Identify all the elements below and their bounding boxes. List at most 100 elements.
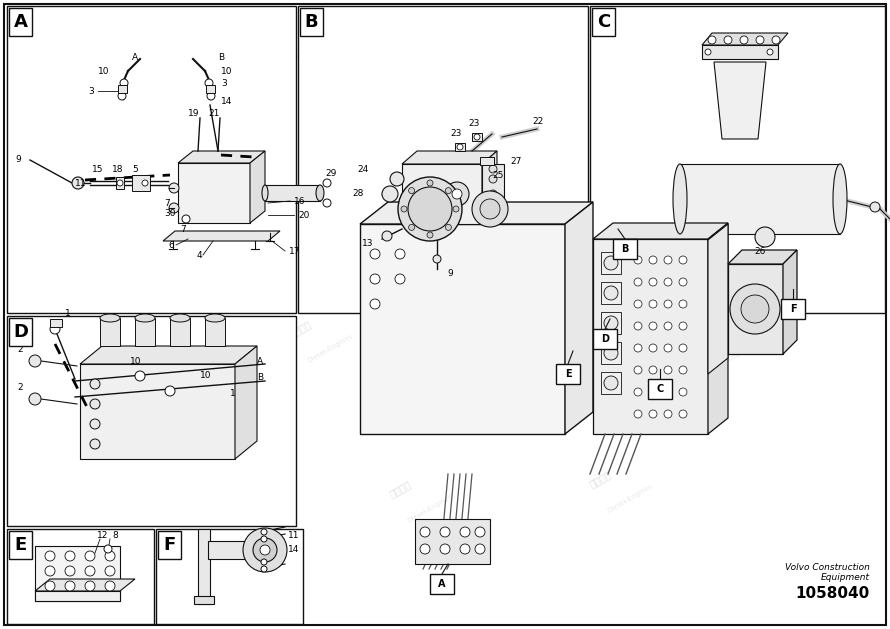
Text: Diesel-Engines: Diesel-Engines — [406, 494, 454, 525]
Circle shape — [420, 544, 430, 554]
Text: Diesel-Engines: Diesel-Engines — [776, 74, 824, 104]
Circle shape — [452, 189, 462, 199]
Text: 10: 10 — [130, 357, 142, 365]
Polygon shape — [708, 223, 728, 434]
Circle shape — [679, 256, 687, 264]
Text: Diesel-Engines: Diesel-Engines — [386, 194, 433, 225]
Polygon shape — [80, 346, 257, 364]
Circle shape — [489, 205, 497, 213]
Ellipse shape — [833, 164, 847, 234]
Text: Equipment: Equipment — [821, 572, 870, 581]
Circle shape — [415, 182, 439, 206]
Text: 10: 10 — [221, 67, 232, 75]
Bar — [482, 164, 504, 219]
Circle shape — [401, 206, 407, 212]
Text: 紫发动门: 紫发动门 — [287, 319, 312, 339]
Text: 23: 23 — [450, 128, 461, 138]
Bar — [601, 282, 621, 304]
Polygon shape — [163, 231, 280, 241]
Bar — [118, 85, 127, 93]
Circle shape — [460, 544, 470, 554]
Text: Diesel-Engines: Diesel-Engines — [86, 204, 134, 235]
Text: 23: 23 — [468, 118, 480, 128]
Bar — [702, 45, 778, 59]
Circle shape — [409, 225, 415, 230]
Text: 26: 26 — [755, 247, 765, 255]
Circle shape — [440, 544, 450, 554]
Circle shape — [664, 366, 672, 374]
Circle shape — [708, 36, 716, 44]
Text: 1058040: 1058040 — [796, 586, 870, 601]
Bar — [781, 299, 805, 319]
Text: Diesel-Engines: Diesel-Engines — [706, 343, 754, 374]
Text: 2: 2 — [17, 382, 23, 391]
Text: F: F — [164, 536, 175, 554]
Text: Diesel-Engines: Diesel-Engines — [306, 333, 354, 364]
Circle shape — [634, 256, 642, 264]
Bar — [556, 364, 580, 384]
Circle shape — [207, 92, 215, 100]
Circle shape — [408, 187, 452, 231]
Circle shape — [634, 344, 642, 352]
Circle shape — [433, 255, 441, 263]
Circle shape — [679, 278, 687, 286]
Text: A: A — [132, 52, 138, 62]
Bar — [141, 177, 149, 189]
Bar — [430, 574, 454, 594]
Text: 7: 7 — [180, 225, 186, 233]
Text: 25: 25 — [492, 170, 504, 179]
Ellipse shape — [205, 314, 225, 322]
Circle shape — [182, 215, 190, 223]
Bar — [593, 329, 617, 349]
Text: 紫发动门: 紫发动门 — [187, 169, 213, 189]
Circle shape — [664, 256, 672, 264]
Circle shape — [323, 199, 331, 207]
Circle shape — [45, 581, 55, 591]
Circle shape — [142, 180, 148, 186]
Circle shape — [29, 393, 41, 405]
Text: 2: 2 — [17, 345, 23, 353]
Text: 19: 19 — [188, 108, 199, 118]
Circle shape — [105, 581, 115, 591]
Bar — [601, 312, 621, 334]
Circle shape — [604, 286, 618, 300]
Circle shape — [664, 344, 672, 352]
Text: 紫发动门: 紫发动门 — [708, 179, 732, 199]
Circle shape — [261, 529, 267, 535]
Text: 28: 28 — [352, 189, 363, 199]
Circle shape — [472, 191, 508, 227]
Circle shape — [604, 316, 618, 330]
Circle shape — [649, 322, 657, 330]
Circle shape — [50, 324, 60, 334]
Circle shape — [90, 399, 100, 409]
Text: 22: 22 — [532, 116, 543, 126]
Bar — [7, 6, 296, 313]
Circle shape — [65, 581, 75, 591]
Circle shape — [475, 527, 485, 537]
Circle shape — [679, 344, 687, 352]
Polygon shape — [35, 579, 135, 591]
Circle shape — [260, 545, 270, 555]
Polygon shape — [402, 151, 497, 164]
Circle shape — [634, 322, 642, 330]
Text: Diesel-Engines: Diesel-Engines — [606, 484, 654, 515]
Polygon shape — [250, 151, 265, 223]
Circle shape — [649, 344, 657, 352]
Circle shape — [427, 180, 433, 186]
Text: 8: 8 — [112, 532, 117, 540]
Bar — [601, 252, 621, 274]
Circle shape — [649, 278, 657, 286]
Circle shape — [395, 249, 405, 259]
Text: Volvo Construction: Volvo Construction — [785, 562, 870, 572]
Text: E: E — [564, 369, 571, 379]
Circle shape — [72, 177, 84, 189]
Circle shape — [755, 227, 775, 247]
Text: 紫发动门: 紫发动门 — [687, 329, 713, 349]
Circle shape — [664, 300, 672, 308]
Circle shape — [489, 175, 497, 183]
Circle shape — [604, 346, 618, 360]
Circle shape — [390, 172, 404, 186]
Circle shape — [457, 144, 463, 150]
Circle shape — [117, 180, 123, 186]
Circle shape — [427, 232, 433, 238]
